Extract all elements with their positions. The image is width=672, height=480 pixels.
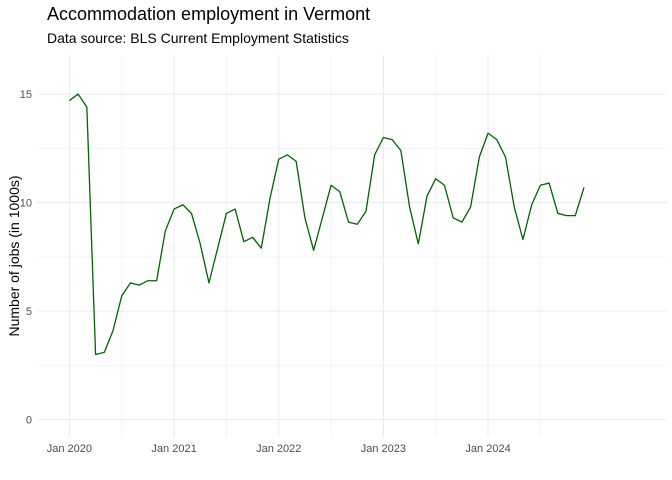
x-tick-label: Jan 2022 (256, 443, 301, 455)
y-tick-label: 5 (26, 306, 32, 318)
x-tick-label: Jan 2021 (151, 443, 196, 455)
minor-gridlines (38, 55, 666, 437)
major-gridlines (38, 55, 666, 437)
series-line (69, 93, 585, 356)
chart-title: Accommodation employment in Vermont (47, 4, 371, 24)
x-tick-label: Jan 2024 (465, 443, 510, 455)
x-tick-label: Jan 2023 (361, 443, 406, 455)
series-layer (69, 93, 585, 356)
y-tick-label: 10 (20, 198, 32, 210)
x-axis-ticks: Jan 2020 Jan 2021 Jan 2022 Jan 2023 Jan 2024 (47, 443, 511, 455)
y-tick-label: 15 (20, 89, 32, 101)
y-axis-ticks: 0 5 10 15 (20, 89, 32, 427)
chart-subtitle: Data source: BLS Current Employment Stat… (47, 30, 349, 46)
y-axis-title: Number of jobs (in 1000s) (6, 175, 22, 336)
x-tick-label: Jan 2020 (47, 443, 92, 455)
y-tick-label: 0 (26, 415, 32, 427)
